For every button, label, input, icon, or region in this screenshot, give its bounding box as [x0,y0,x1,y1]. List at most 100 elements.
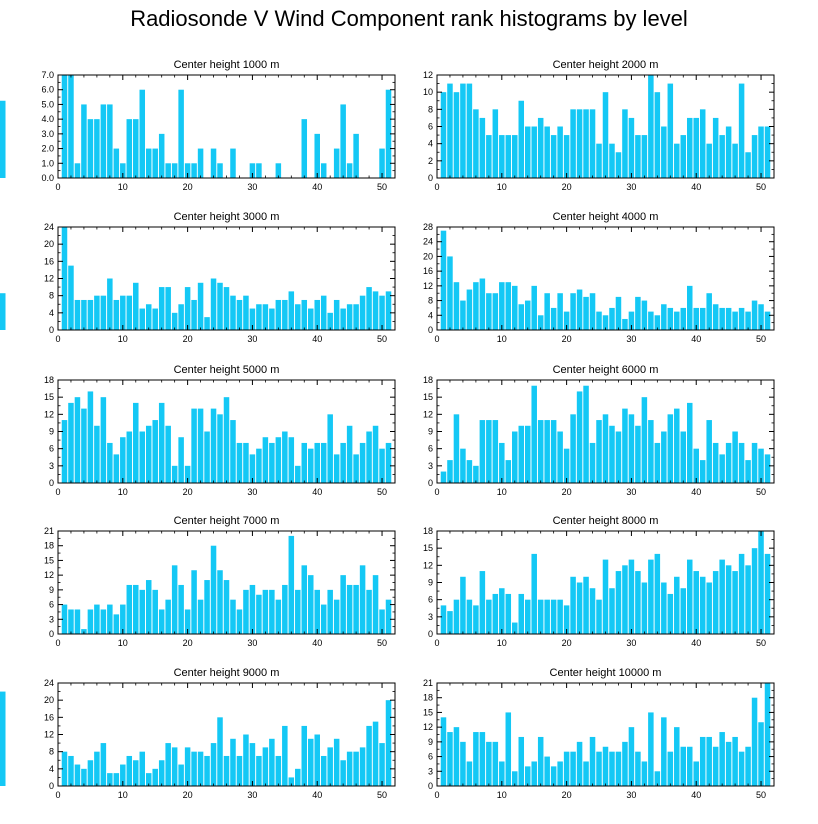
bar [230,420,236,483]
bar [712,571,719,634]
bar [479,117,486,178]
bar [460,576,466,634]
bar [158,760,165,786]
bar [301,442,308,483]
bar [693,571,699,634]
bar [359,565,366,634]
y-tick-label: 4.0 [41,114,54,124]
bar [680,746,687,786]
bar [333,454,340,483]
y-tick-label: 3 [49,614,54,624]
y-tick-label: 16 [423,266,433,276]
bar [609,307,615,330]
y-tick-label: 0 [428,173,433,183]
y-tick-label: 15 [423,543,433,553]
panel-title: Center height 4000 m [553,211,659,223]
bar [158,402,165,483]
bar [693,307,699,330]
bar [133,119,139,178]
x-tick-label: 50 [377,790,387,800]
bar [139,431,146,483]
bar [256,755,262,786]
bar [217,717,223,786]
bar [706,582,712,634]
bar [544,756,550,786]
bar [440,471,447,483]
bar [210,408,217,483]
y-tick-label: 18 [44,375,54,385]
bar [204,580,210,634]
x-tick-label: 20 [183,487,193,497]
bar [0,293,6,330]
figure-title: Radiosonde V Wind Component rank histogr… [130,6,688,31]
bar [230,599,236,634]
bar [615,296,622,330]
bar [74,163,81,178]
bar [275,163,282,178]
bar [674,727,680,786]
bar [152,589,158,634]
bar [570,576,576,634]
y-tick-label: 0 [49,629,54,639]
y-tick-label: 16 [44,256,54,266]
y-tick-label: 3 [428,612,433,622]
bar [492,420,499,483]
bar [609,425,615,483]
bar [486,420,492,483]
bar [712,746,719,786]
y-tick-label: 4 [49,308,54,318]
bar [447,83,453,178]
bar [327,589,333,634]
x-tick-label: 30 [626,334,636,344]
bar [113,148,120,178]
bar [505,593,512,634]
y-tick-label: 20 [423,251,433,261]
bar [320,295,327,330]
bar [178,304,184,330]
bar [745,311,751,330]
panel-title: Center height 8000 m [553,515,659,527]
bar [550,420,557,483]
bar [524,599,531,634]
bar [486,741,492,786]
bar [492,593,499,634]
bar [100,295,107,330]
bar [249,454,256,483]
bar [544,293,550,330]
bar [282,584,288,634]
bar [61,604,68,634]
bar [758,531,764,634]
bar [120,163,126,178]
y-tick-label: 28 [423,222,433,232]
x-tick-label: 10 [497,790,507,800]
bar [764,683,771,786]
y-tick-label: 12 [423,409,433,419]
bar [230,738,236,786]
bar [171,163,178,178]
bar [512,285,518,330]
bar [353,584,359,634]
y-tick-label: 3 [428,766,433,776]
y-tick-label: 3 [49,461,54,471]
bar [725,442,732,483]
bar [486,135,492,178]
y-tick-label: 2.0 [41,144,54,154]
bar [275,755,282,786]
bar [0,100,6,178]
panel-title: Center height 9000 m [174,667,280,679]
bar [712,442,719,483]
bar [531,553,537,634]
bar [641,582,648,634]
bar [165,599,171,634]
bar [353,304,359,330]
bar [635,751,641,786]
x-tick-label: 30 [247,638,257,648]
y-tick-label: 3 [428,461,433,471]
bar [145,148,152,178]
bar [550,766,557,786]
bar [346,163,353,178]
x-tick-label: 50 [377,638,387,648]
bar [602,746,609,786]
bar [94,295,100,330]
bar [440,230,447,330]
